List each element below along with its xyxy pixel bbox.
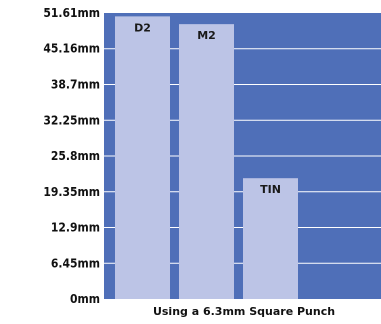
x-axis-label: Using a 6.3mm Square Punch <box>152 305 336 318</box>
bar-m2 <box>179 24 234 299</box>
bar-labels: D2 M2 TIN <box>134 21 281 196</box>
y-tick-label: 0mm <box>70 292 100 306</box>
bar-label-m2: M2 <box>197 29 216 42</box>
y-axis-ticks: 0mm 6.45mm 12.9mm 19.35mm 25.8mm 32.25mm 38.7m… <box>43 6 100 306</box>
bar-tin <box>243 178 298 299</box>
bars <box>115 16 298 300</box>
bar-d2 <box>115 16 170 300</box>
y-tick-label: 45.16mm <box>43 42 100 56</box>
bar-label-d2: D2 <box>134 21 151 34</box>
y-tick-label: 51.61mm <box>43 6 100 20</box>
y-tick-label: 6.45mm <box>51 256 100 270</box>
bar-label-tin: TIN <box>260 183 281 196</box>
y-tick-label: 12.9mm <box>51 221 100 235</box>
y-tick-label: 25.8mm <box>51 149 100 163</box>
y-tick-label: 32.25mm <box>43 113 100 127</box>
y-tick-label: 19.35mm <box>43 185 100 199</box>
y-tick-label: 38.7mm <box>51 78 100 92</box>
